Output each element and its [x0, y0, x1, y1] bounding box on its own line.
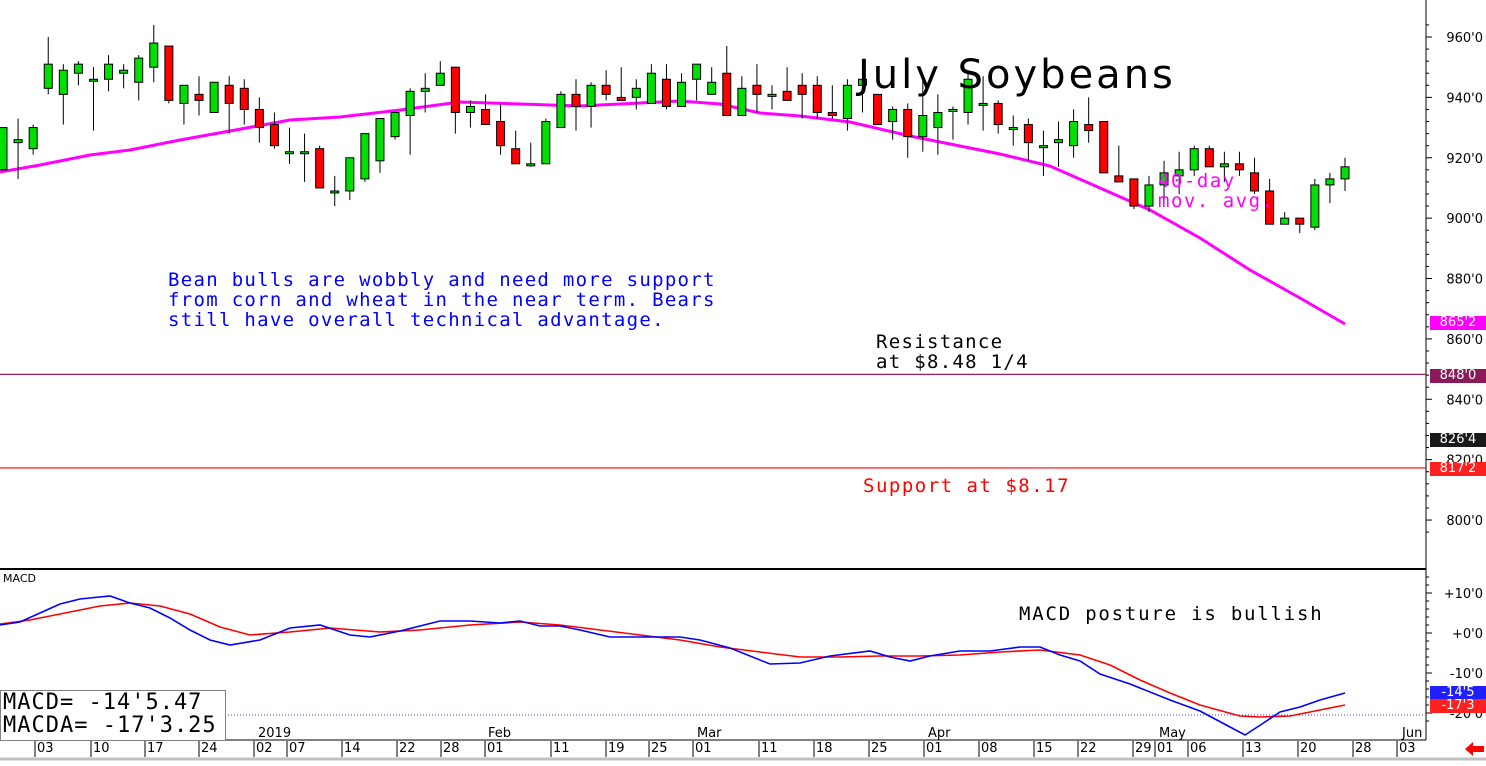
last-price-tag: 826'4 [1430, 433, 1486, 447]
svg-text:940'0: 940'0 [1446, 91, 1483, 106]
date-tick-label: 02 [256, 741, 273, 756]
date-tick-label: 01 [695, 741, 712, 756]
svg-text:+10'0: +10'0 [1444, 587, 1483, 602]
date-tick-label: 14 [344, 741, 361, 756]
date-tick-label: 24 [201, 741, 218, 756]
resistance-price-tag: 848'0 [1430, 369, 1486, 383]
date-tick-label: 03 [1399, 741, 1416, 756]
date-tick-label: 08 [981, 741, 998, 756]
date-tick-label: 01 [926, 741, 943, 756]
chart-title: July Soybeans [858, 52, 1176, 98]
svg-text:880'0: 880'0 [1446, 273, 1483, 288]
support-label: Support at $8.17 [863, 475, 1071, 497]
month-label: Mar [697, 726, 722, 741]
month-label: May [1159, 726, 1186, 741]
date-tick-label: 03 [37, 741, 54, 756]
date-tick-label: 28 [1355, 741, 1372, 756]
date-tick-label: 18 [816, 741, 833, 756]
moving-average-label: 40-day mov. avg. [1158, 170, 1275, 212]
date-tick-label: 29 [1135, 741, 1152, 756]
svg-text:920'0: 920'0 [1446, 152, 1483, 167]
month-label: Apr [928, 726, 951, 741]
macda-price-tag: -17'3 [1430, 699, 1486, 713]
macd-panel-label: MACD [3, 572, 36, 585]
svg-text:-10'0: -10'0 [1450, 667, 1483, 682]
date-tick-label: 15 [1036, 741, 1053, 756]
svg-text:860'0: 860'0 [1446, 333, 1483, 348]
svg-text:900'0: 900'0 [1446, 212, 1483, 227]
date-tick-label: 20 [1300, 741, 1317, 756]
commentary-annotation: Bean bulls are wobbly and need more supp… [168, 269, 716, 331]
month-label: 2019 [258, 726, 292, 741]
macd-readout: MACD= -14'5.47 MACDA= -17'3.25 [0, 690, 226, 741]
date-tick-label: 10 [93, 741, 110, 756]
svg-text:960'0: 960'0 [1446, 31, 1483, 46]
support-price-tag: 817'2 [1430, 462, 1486, 476]
ma-price-tag: 865'2 [1430, 316, 1486, 330]
date-tick-label: 22 [399, 741, 416, 756]
macd-price-tag: -14'5 [1430, 686, 1486, 700]
svg-text:800'0: 800'0 [1446, 514, 1483, 529]
macda-readout-value: MACDA= -17'3.25 [3, 713, 217, 738]
date-tick-label: 01 [487, 741, 504, 756]
svg-text:+0'0: +0'0 [1452, 627, 1483, 642]
month-label: Jun [1402, 726, 1423, 741]
date-tick-label: 22 [1080, 741, 1097, 756]
month-label: Feb [488, 726, 512, 741]
scroll-left-arrow-icon[interactable] [1465, 741, 1485, 757]
date-tick-label: 01 [1157, 741, 1174, 756]
date-tick-label: 11 [553, 741, 570, 756]
macd-readout-value: MACD= -14'5.47 [3, 690, 203, 715]
date-tick-label: 25 [871, 741, 888, 756]
date-tick-label: 06 [1190, 741, 1207, 756]
date-tick-label: 11 [761, 741, 778, 756]
macd-comment: MACD posture is bullish [1019, 603, 1324, 625]
date-tick-label: 17 [147, 741, 164, 756]
date-tick-label: 28 [443, 741, 460, 756]
date-tick-label: 19 [608, 741, 625, 756]
date-tick-label: 25 [651, 741, 668, 756]
date-tick-label: 13 [1245, 741, 1262, 756]
date-tick-label: 07 [289, 741, 306, 756]
resistance-label: Resistance at $8.48 1/4 [876, 331, 1029, 373]
svg-text:840'0: 840'0 [1446, 393, 1483, 408]
